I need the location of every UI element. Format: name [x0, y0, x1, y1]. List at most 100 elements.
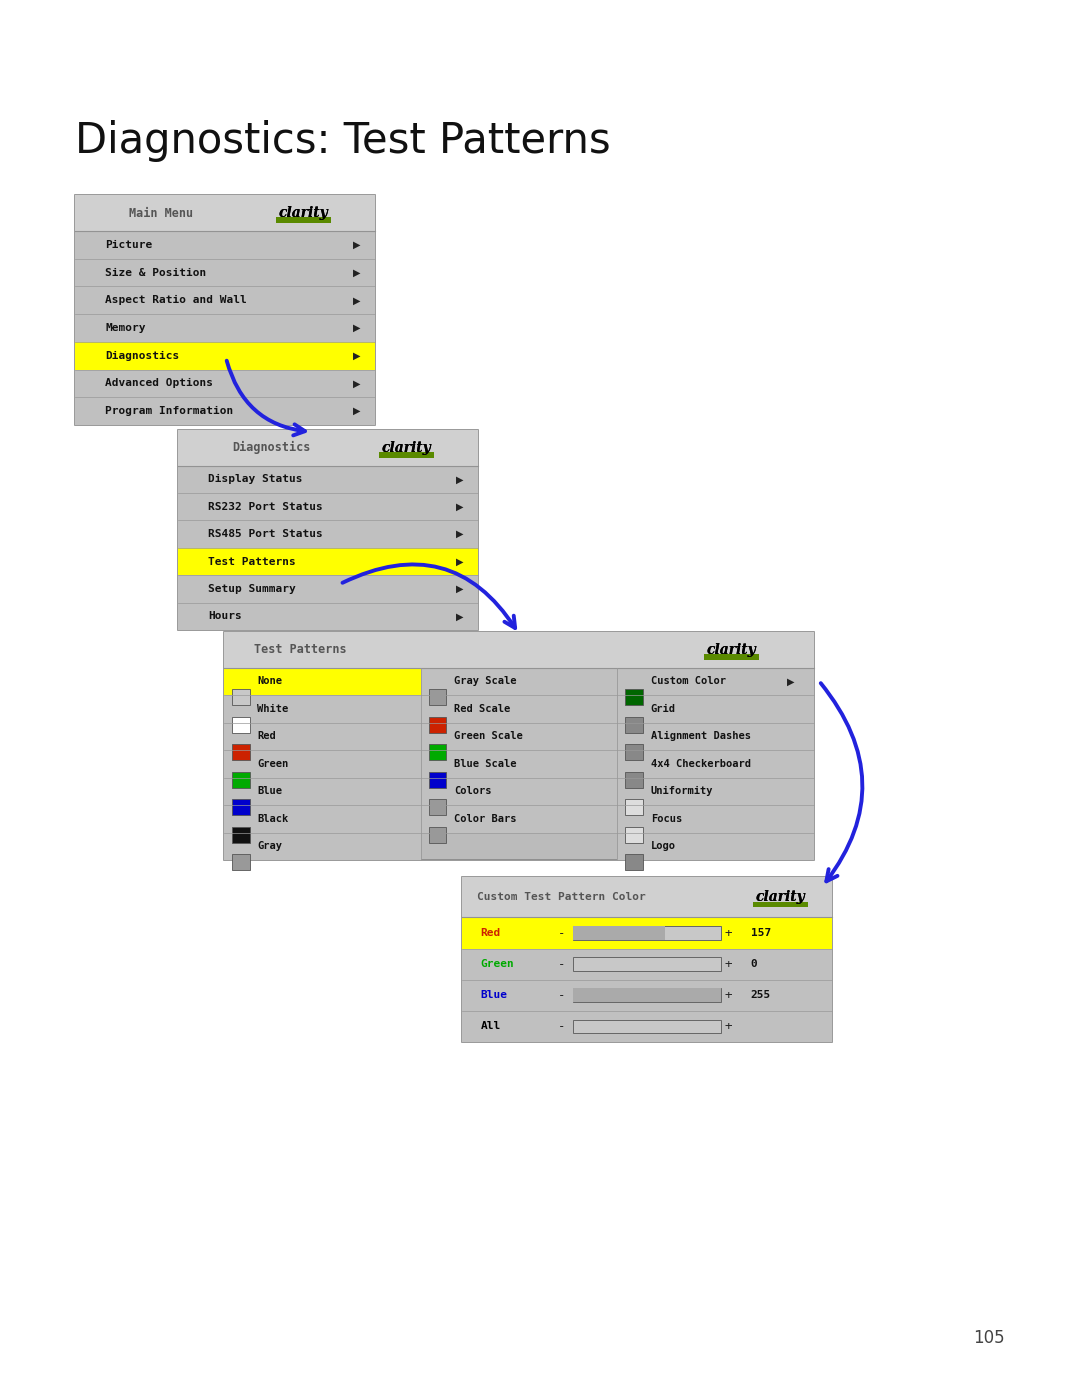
Bar [224, 778, 421, 805]
Bar [429, 745, 446, 760]
Bar [232, 799, 249, 816]
Bar [462, 979, 832, 1011]
Text: 157: 157 [751, 928, 771, 937]
Bar [625, 854, 643, 870]
Bar [178, 430, 478, 465]
Text: Memory: Memory [105, 323, 146, 332]
Text: Diagnostics: Diagnostics [105, 351, 179, 360]
Bar [704, 654, 759, 659]
Text: All: All [481, 1021, 501, 1031]
Text: Program Information: Program Information [105, 407, 233, 416]
Bar [178, 430, 478, 630]
Text: Blue: Blue [257, 787, 283, 796]
Text: Advanced Options: Advanced Options [105, 379, 213, 388]
Text: Setup Summary: Setup Summary [208, 584, 296, 594]
Text: clarity: clarity [755, 890, 805, 904]
Bar [462, 918, 832, 949]
Text: clarity: clarity [755, 890, 805, 904]
Bar [625, 717, 643, 733]
Text: 4x4 Checkerboard: 4x4 Checkerboard [651, 759, 751, 768]
Bar [618, 696, 814, 722]
Text: Uniformity: Uniformity [651, 787, 713, 796]
Text: 0: 0 [751, 960, 757, 970]
Text: Test Patterns: Test Patterns [254, 644, 346, 657]
Bar [224, 668, 421, 696]
Text: Custom Test Pattern Color: Custom Test Pattern Color [476, 893, 646, 902]
Text: +: + [725, 1020, 732, 1032]
Bar [573, 926, 665, 940]
Bar [232, 689, 249, 705]
Bar [421, 750, 618, 778]
Bar [224, 631, 814, 861]
Text: Test Patterns: Test Patterns [208, 556, 296, 567]
Bar [573, 1020, 721, 1034]
Bar [573, 957, 721, 971]
Text: clarity: clarity [381, 441, 431, 455]
Text: Gray Scale: Gray Scale [454, 676, 516, 686]
Bar [232, 717, 249, 733]
Bar [75, 314, 375, 342]
Bar [232, 854, 249, 870]
Text: Display Status: Display Status [208, 475, 302, 485]
Text: ▶: ▶ [353, 351, 361, 360]
Text: Picture: Picture [105, 240, 152, 250]
Bar [625, 771, 643, 788]
Text: Colors: Colors [454, 787, 491, 796]
Bar [421, 696, 618, 722]
Text: Black: Black [257, 814, 288, 824]
Text: -: - [558, 1020, 566, 1032]
Bar [462, 877, 832, 1042]
Bar [224, 722, 421, 750]
Bar [618, 805, 814, 833]
Text: Blue Scale: Blue Scale [454, 759, 516, 768]
Text: Red: Red [257, 732, 276, 742]
Text: Green: Green [257, 759, 288, 768]
Text: ▶: ▶ [456, 502, 463, 511]
Bar [232, 827, 249, 842]
Bar [232, 771, 249, 788]
Bar [625, 689, 643, 705]
Text: Diagnostics: Diagnostics [232, 441, 310, 454]
Bar [75, 196, 375, 231]
Bar [178, 465, 478, 493]
Text: Blue: Blue [481, 990, 508, 1000]
Text: clarity: clarity [706, 643, 756, 657]
Bar [462, 949, 832, 979]
Bar [421, 722, 618, 750]
Text: None: None [257, 676, 283, 686]
Bar [224, 805, 421, 833]
Bar [625, 827, 643, 842]
Text: 105: 105 [973, 1329, 1005, 1347]
Text: Gray: Gray [257, 841, 283, 851]
Text: ▶: ▶ [353, 323, 361, 332]
Text: ▶: ▶ [353, 379, 361, 388]
Bar [573, 989, 721, 1002]
Bar [224, 631, 814, 668]
Text: RS232 Port Status: RS232 Port Status [208, 502, 323, 511]
Text: ▶: ▶ [456, 612, 463, 622]
Text: Aspect Ratio and Wall: Aspect Ratio and Wall [105, 295, 246, 306]
Bar [75, 342, 375, 370]
Text: Custom Color: Custom Color [651, 676, 726, 686]
Bar [178, 576, 478, 602]
Text: Diagnostics: Test Patterns: Diagnostics: Test Patterns [75, 120, 610, 162]
Bar [618, 668, 814, 696]
Text: clarity: clarity [279, 205, 328, 219]
Bar [625, 799, 643, 816]
Bar [224, 750, 421, 778]
Text: clarity: clarity [381, 441, 431, 455]
Bar [618, 722, 814, 750]
Bar [462, 877, 832, 918]
Bar [75, 286, 375, 314]
Text: Green Scale: Green Scale [454, 732, 523, 742]
Bar [573, 926, 721, 940]
Bar [75, 370, 375, 397]
Bar [224, 696, 421, 722]
Text: RS485 Port Status: RS485 Port Status [208, 529, 323, 539]
Text: ▶: ▶ [456, 529, 463, 539]
Bar [178, 602, 478, 630]
Text: White: White [257, 704, 288, 714]
Bar [618, 833, 814, 861]
Text: ▶: ▶ [456, 475, 463, 485]
Bar [753, 901, 808, 907]
